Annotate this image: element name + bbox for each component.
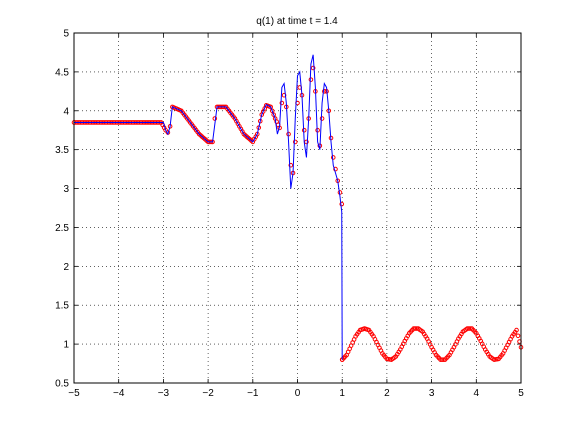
tick-marks <box>73 32 522 384</box>
y-tick-label: 4 <box>63 106 69 117</box>
data-series <box>71 54 524 362</box>
y-tick-label: 0.5 <box>55 379 69 390</box>
y-tick-label: 1 <box>63 340 69 351</box>
y-tick-labels: 0.5 1 1.5 2 2.5 3 3.5 4 4.5 5 <box>55 29 69 390</box>
data-point <box>271 112 276 117</box>
data-point <box>279 100 285 106</box>
data-point <box>466 326 472 331</box>
chart-title: q(1) at time t = 1.4 <box>256 16 338 27</box>
data-point <box>412 326 418 331</box>
x-tick-label: −1 <box>247 388 259 399</box>
series-0 <box>74 54 343 360</box>
x-tick-label: 2 <box>384 388 390 399</box>
data-point <box>292 139 298 145</box>
data-point <box>308 77 314 82</box>
x-tick-label: 1 <box>339 388 345 399</box>
data-point <box>411 326 417 331</box>
y-tick-label: 3 <box>63 184 69 195</box>
x-tick-label: −4 <box>113 388 125 399</box>
data-point <box>465 326 470 331</box>
data-point <box>515 333 521 339</box>
y-tick-label: 4.5 <box>55 67 69 78</box>
x-tick-label: 4 <box>474 388 480 399</box>
x-tick-label: 0 <box>295 388 301 399</box>
series-2 <box>339 326 524 362</box>
data-point <box>438 357 443 362</box>
x-tick-label: −5 <box>68 388 80 399</box>
x-tick-label: −3 <box>158 388 170 399</box>
data-point <box>330 155 336 160</box>
data-point <box>439 357 445 362</box>
x-tick-labels: −5 −4 −3 −2 −1 0 1 2 3 4 5 <box>68 388 524 399</box>
data-point <box>288 162 294 168</box>
plot-area <box>74 33 521 383</box>
y-tick-label: 2 <box>63 262 69 273</box>
y-tick-label: 5 <box>63 29 69 40</box>
data-point <box>269 108 275 114</box>
reference-solution-line <box>74 54 343 360</box>
y-tick-label: 2.5 <box>55 223 69 234</box>
x-tick-label: −2 <box>202 388 214 399</box>
data-point <box>514 327 519 333</box>
data-point <box>310 65 316 71</box>
data-point <box>212 116 218 121</box>
x-tick-label: 3 <box>429 388 435 399</box>
data-point <box>333 166 338 172</box>
data-point <box>339 201 345 207</box>
y-tick-label: 3.5 <box>55 145 69 156</box>
y-tick-label: 1.5 <box>55 301 69 312</box>
x-tick-label: 5 <box>518 388 524 399</box>
grid-lines <box>74 33 521 383</box>
data-point <box>268 104 273 110</box>
data-point <box>322 89 327 94</box>
data-point <box>319 116 325 121</box>
